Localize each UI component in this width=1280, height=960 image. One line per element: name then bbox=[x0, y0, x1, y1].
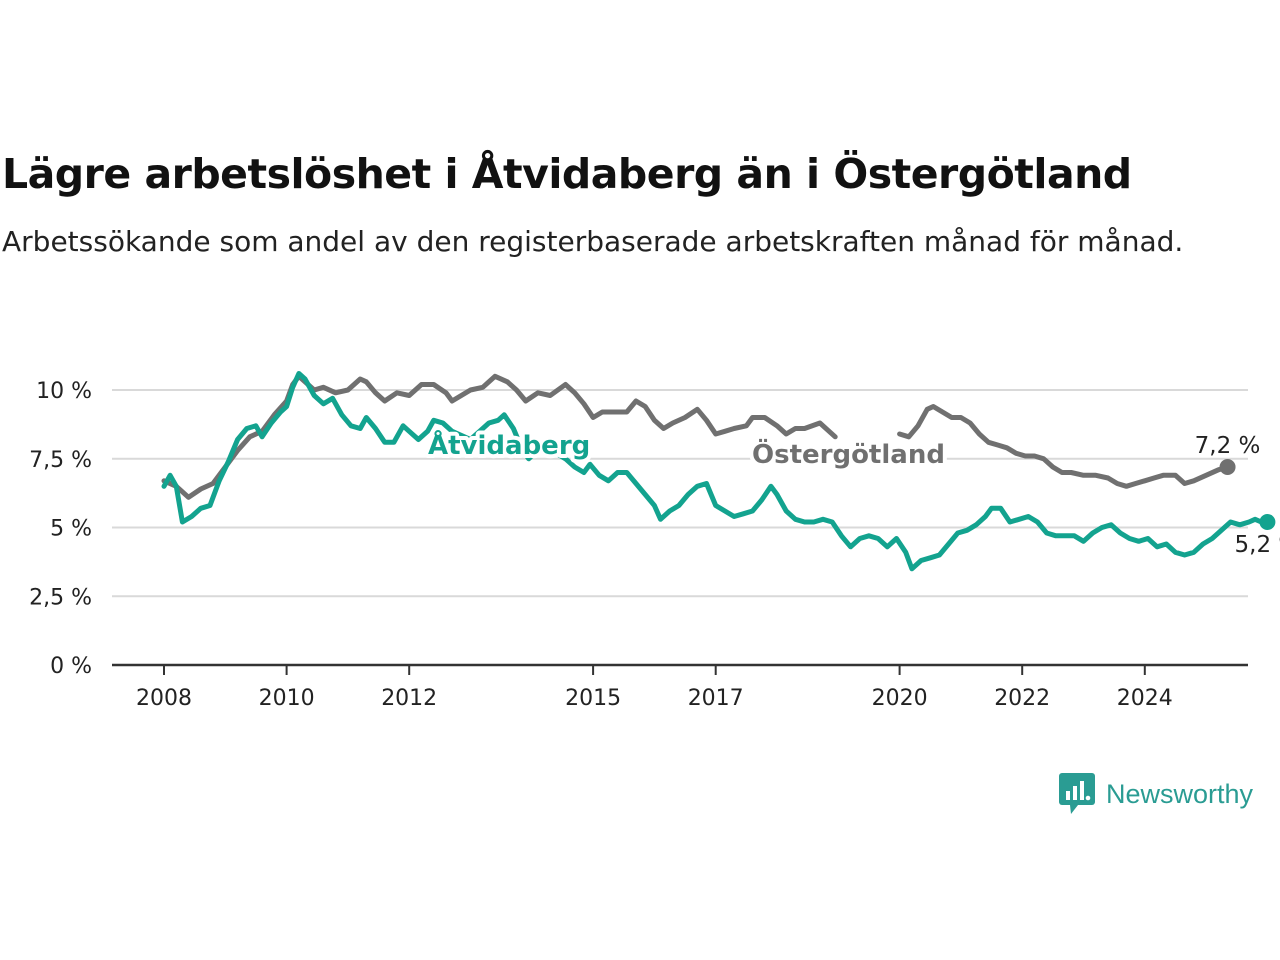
y-tick-label: 7,5 % bbox=[29, 448, 92, 473]
series-end-point-ostergotland bbox=[1219, 459, 1236, 475]
brand-name: Newsworthy bbox=[1106, 778, 1254, 809]
series-label-halo: Åtvidaberg bbox=[428, 429, 590, 461]
series-line-atvidaberg bbox=[161, 371, 1270, 572]
chart-subtitle: Arbetssökande som andel av den registerb… bbox=[2, 225, 1184, 258]
series-end-point-atvidaberg bbox=[1259, 514, 1276, 530]
y-tick-label: 10 % bbox=[36, 379, 92, 404]
series-label-ostergotland: Östergötland bbox=[752, 437, 945, 470]
x-axis-ticks: 2008 2010 2012 2015 2017 2020 2022 2024 bbox=[136, 665, 1173, 711]
series-label-halo: Östergötland bbox=[752, 437, 945, 470]
x-tick-label: 2024 bbox=[1117, 686, 1173, 711]
x-tick-label: 2015 bbox=[565, 686, 621, 711]
series-end-label-ostergotland: 7,2 % bbox=[1195, 433, 1261, 459]
series-label-atvidaberg: Åtvidaberg bbox=[428, 429, 590, 461]
grid-lines bbox=[112, 389, 1248, 598]
chart-title: Lägre arbetslöshet i Åtvidaberg än i Öst… bbox=[2, 150, 1132, 198]
series-lines bbox=[161, 371, 1276, 572]
x-tick-label: 2008 bbox=[136, 686, 192, 711]
newsworthy-brand[interactable]: Newsworthy bbox=[1058, 772, 1253, 816]
x-tick-label: 2022 bbox=[994, 686, 1050, 711]
newsworthy-logo-icon bbox=[1059, 773, 1095, 814]
y-tick-label: 5 % bbox=[50, 517, 92, 542]
y-tick-label: 2,5 % bbox=[29, 585, 92, 610]
series-line-ostergotland bbox=[897, 404, 1231, 489]
y-axis-tick-labels: 0 % 2,5 % 5 % 7,5 % 10 % bbox=[29, 379, 92, 679]
y-tick-label: 0 % bbox=[50, 654, 92, 679]
x-tick-label: 2010 bbox=[259, 686, 315, 711]
x-tick-label: 2020 bbox=[872, 686, 928, 711]
x-tick-label: 2017 bbox=[688, 686, 744, 711]
series-end-label-atvidaberg: 5,2 % bbox=[1235, 532, 1280, 558]
x-tick-label: 2012 bbox=[381, 686, 437, 711]
